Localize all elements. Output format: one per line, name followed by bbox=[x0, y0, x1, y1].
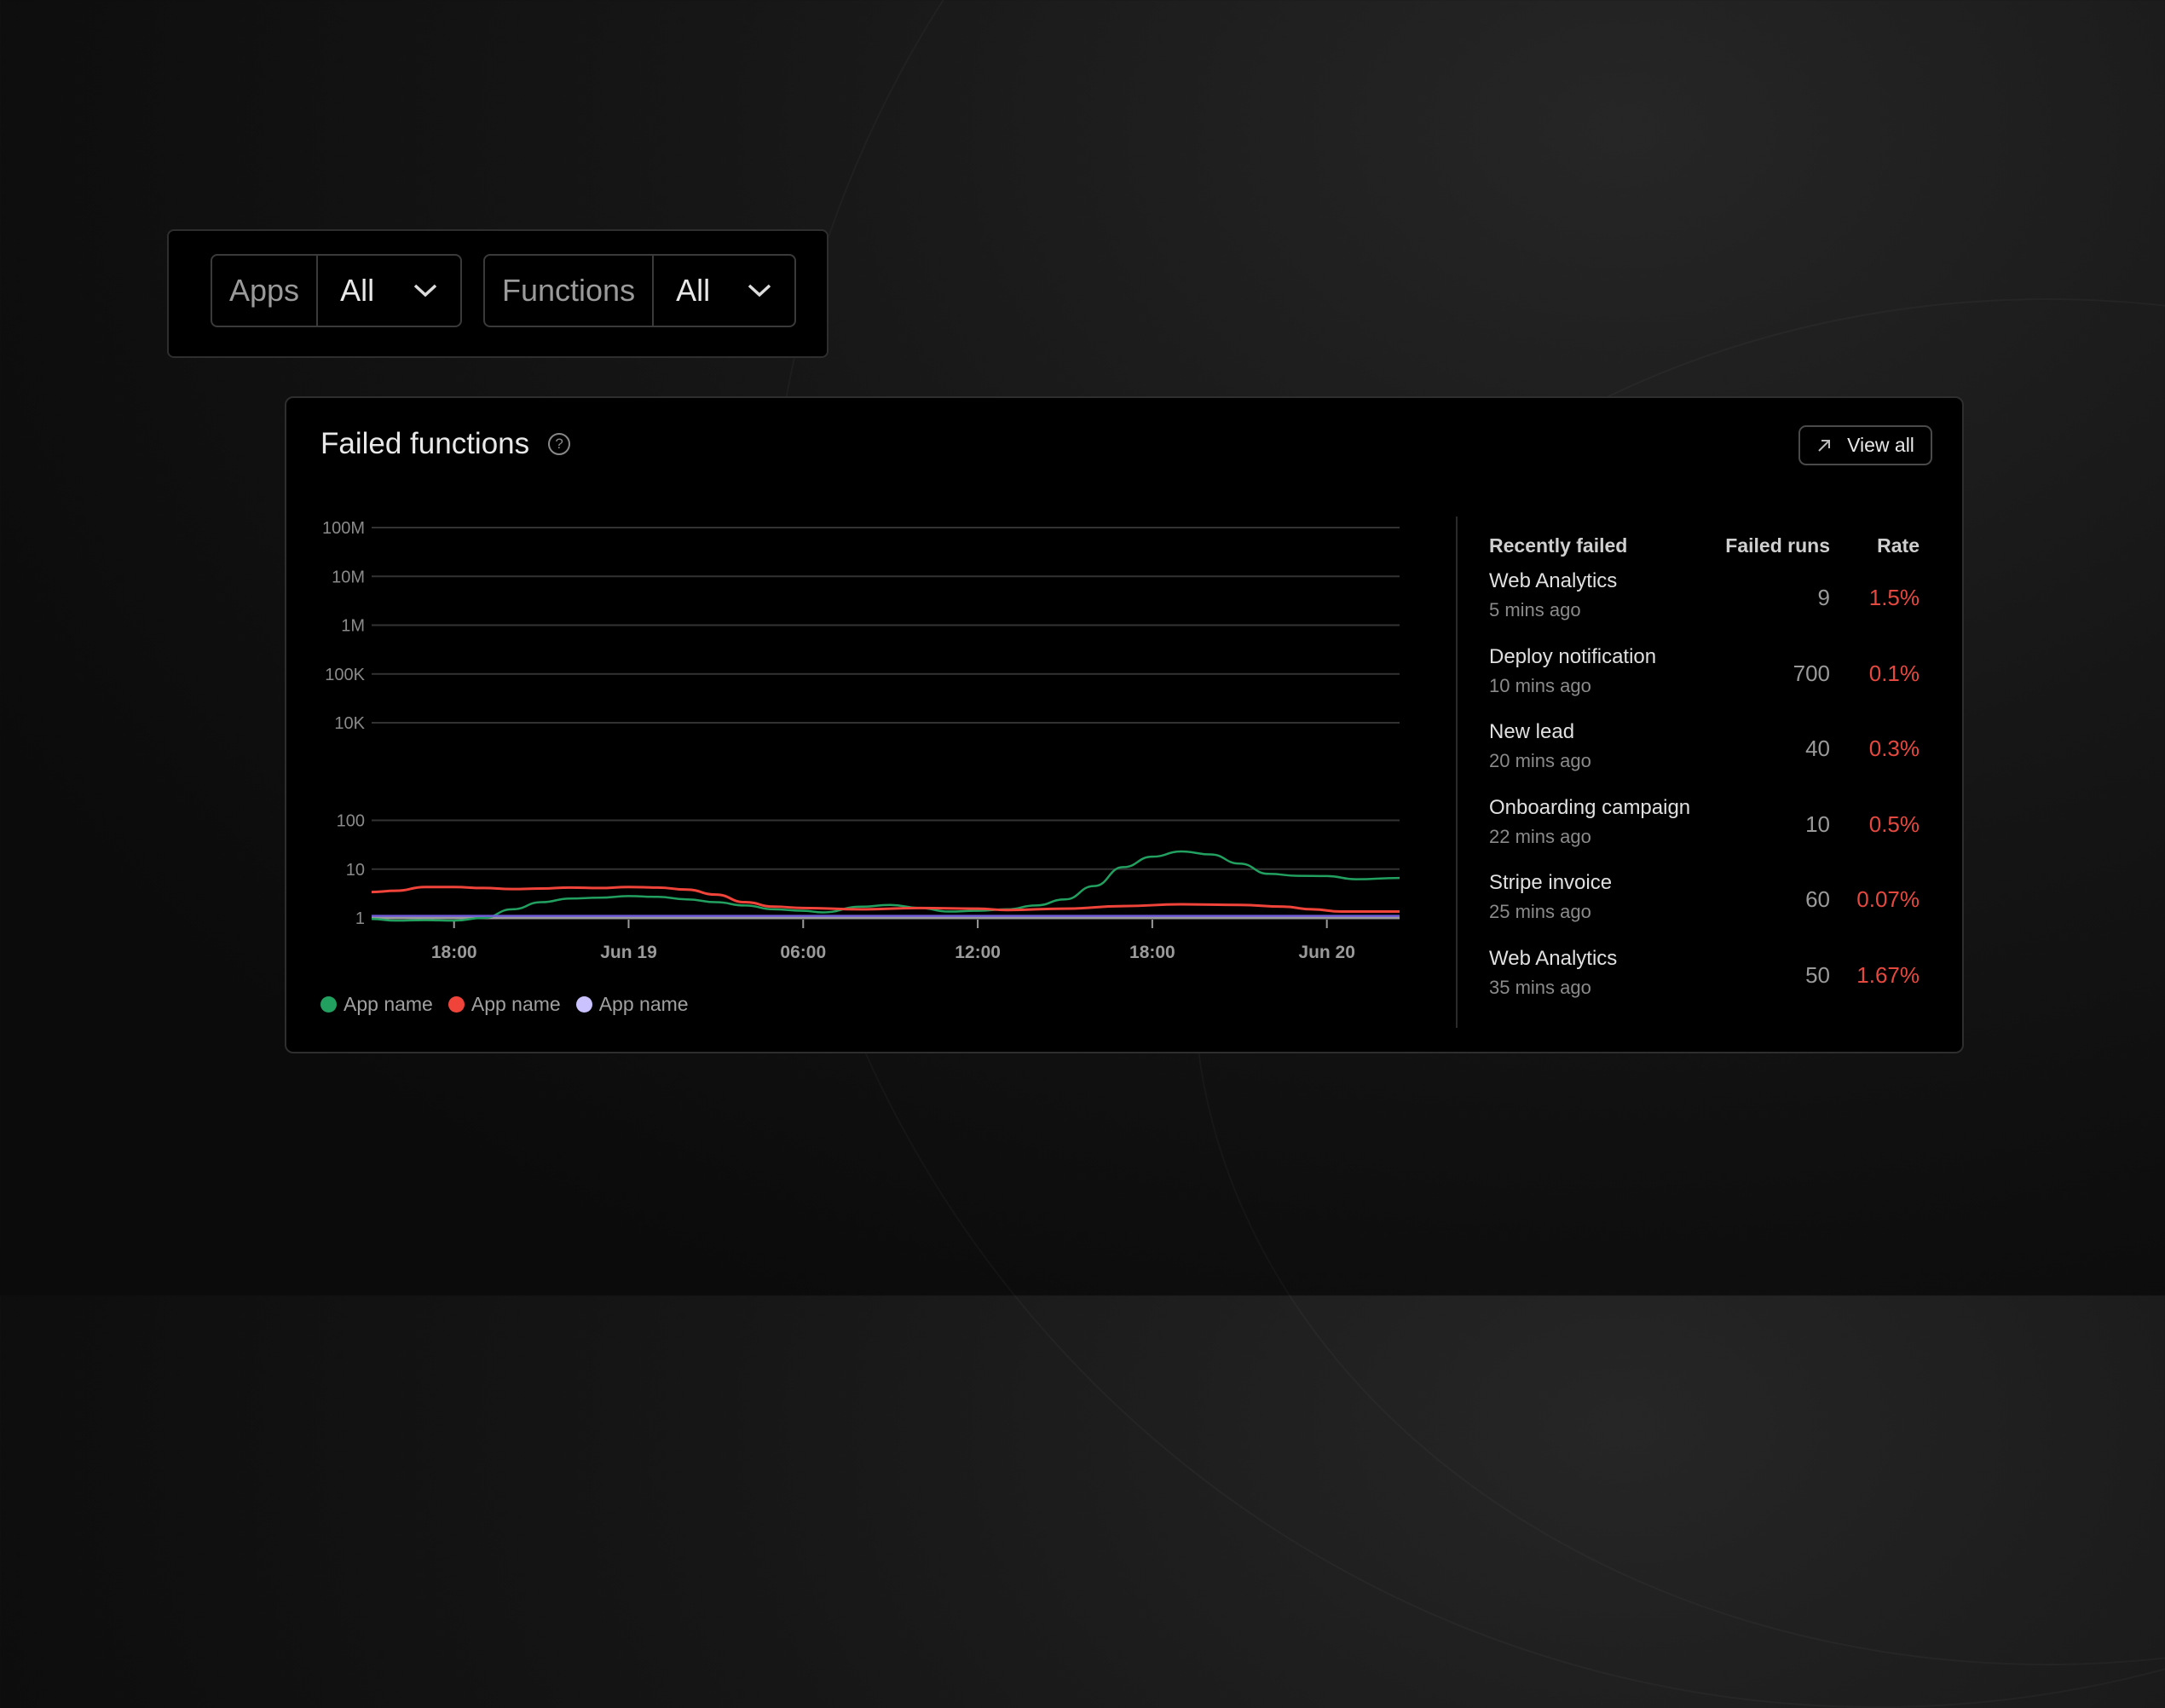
table-row[interactable]: New lead 20 mins ago 40 0.3% bbox=[1489, 720, 1920, 788]
apps-filter[interactable]: Apps All bbox=[211, 254, 462, 327]
apps-filter-value: All bbox=[340, 273, 375, 308]
failed-time: 10 mins ago bbox=[1489, 674, 1591, 696]
failed-time: 22 mins ago bbox=[1489, 825, 1591, 847]
view-all-button[interactable]: View all bbox=[1798, 425, 1932, 465]
y-tick-label: 10 bbox=[346, 861, 365, 880]
failed-functions-chart: 100M 10M 1M 100K 10K 100 10 1 18:00 Jun 19 06:00 12… bbox=[322, 519, 1400, 962]
legend-item[interactable]: App name bbox=[447, 993, 561, 1016]
failure-rate: 0.5% bbox=[1868, 811, 1920, 837]
series-line-1 bbox=[371, 886, 1400, 914]
header-rate: Rate bbox=[1877, 534, 1920, 557]
x-tick-label: Jun 20 bbox=[1298, 943, 1355, 962]
chevron-down-icon bbox=[413, 284, 437, 297]
y-tick-label: 100K bbox=[325, 666, 365, 684]
failure-rate: 1.5% bbox=[1868, 585, 1920, 610]
failure-rate: 0.07% bbox=[1856, 886, 1920, 912]
table-row[interactable]: Deploy notification 10 mins ago 700 0.1% bbox=[1489, 645, 1920, 713]
y-tick-label: 1 bbox=[355, 909, 365, 928]
functions-filter[interactable]: Functions All bbox=[483, 254, 796, 327]
failed-runs: 60 bbox=[1805, 886, 1830, 912]
apps-filter-select[interactable]: All bbox=[318, 273, 460, 309]
y-tick-label: 10M bbox=[332, 568, 365, 586]
functions-filter-label: Functions bbox=[485, 256, 655, 326]
filter-bar: Apps All Functions All bbox=[167, 229, 828, 358]
failure-rate: 0.3% bbox=[1868, 736, 1920, 761]
failed-runs: 9 bbox=[1817, 585, 1830, 610]
failed-runs: 700 bbox=[1793, 660, 1830, 686]
legend-dot-purple bbox=[575, 996, 592, 1013]
arrow-up-right-icon bbox=[1818, 439, 1831, 452]
failed-runs: 10 bbox=[1805, 811, 1830, 837]
x-tick-label: 12:00 bbox=[955, 943, 1001, 962]
table-row[interactable]: Web Analytics 35 mins ago 50 1.67% bbox=[1489, 947, 1920, 1015]
chart-legend: App name App name App name bbox=[320, 993, 689, 1016]
legend-item[interactable]: App name bbox=[575, 993, 689, 1016]
failed-runs: 50 bbox=[1805, 961, 1830, 988]
table-row[interactable]: Web Analytics 5 mins ago 9 1.5% bbox=[1489, 569, 1920, 638]
apps-filter-label: Apps bbox=[212, 256, 319, 326]
legend-dot-green bbox=[320, 996, 337, 1013]
function-name: Web Analytics bbox=[1489, 946, 1618, 970]
functions-filter-value: All bbox=[676, 273, 711, 308]
view-all-label: View all bbox=[1847, 434, 1914, 456]
failed-functions-card: Failed functions ? View all 100M 10M 1M 100… bbox=[285, 396, 1964, 1053]
function-name: Onboarding campaign bbox=[1489, 795, 1691, 819]
x-tick-label: 18:00 bbox=[1129, 943, 1175, 962]
function-name: Deploy notification bbox=[1489, 644, 1657, 668]
question-circle-icon[interactable]: ? bbox=[548, 433, 571, 455]
function-name: Web Analytics bbox=[1489, 569, 1618, 592]
y-tick-label: 100 bbox=[337, 812, 365, 831]
panel-divider bbox=[1456, 516, 1458, 1028]
series-line-0 bbox=[371, 850, 1400, 922]
failed-time: 20 mins ago bbox=[1489, 750, 1591, 771]
failure-rate: 1.67% bbox=[1856, 961, 1920, 988]
chevron-down-icon bbox=[748, 284, 771, 297]
header-recently-failed: Recently failed bbox=[1489, 534, 1628, 557]
card-title: Failed functions bbox=[320, 427, 530, 460]
x-tick-label: 18:00 bbox=[431, 943, 477, 962]
legend-label: App name bbox=[471, 993, 561, 1015]
legend-item[interactable]: App name bbox=[320, 993, 433, 1016]
header-failed-runs: Failed runs bbox=[1725, 534, 1830, 557]
failed-time: 25 mins ago bbox=[1489, 901, 1591, 922]
failed-runs: 40 bbox=[1805, 736, 1830, 761]
table-row[interactable]: Stripe invoice 25 mins ago 60 0.07% bbox=[1489, 871, 1920, 939]
legend-label: App name bbox=[598, 993, 689, 1015]
failure-rate: 0.1% bbox=[1868, 660, 1920, 686]
legend-dot-red bbox=[447, 996, 465, 1013]
y-tick-label: 1M bbox=[341, 617, 365, 636]
failed-time: 35 mins ago bbox=[1489, 976, 1591, 998]
card-header: Failed functions ? bbox=[320, 427, 571, 461]
functions-filter-select[interactable]: All bbox=[654, 273, 794, 309]
x-tick-label: 06:00 bbox=[780, 943, 826, 962]
y-tick-label: 100M bbox=[322, 519, 365, 538]
legend-label: App name bbox=[344, 993, 433, 1015]
table-row[interactable]: Onboarding campaign 22 mins ago 10 0.5% bbox=[1489, 796, 1920, 864]
x-tick-label: Jun 19 bbox=[600, 943, 657, 962]
failed-time: 5 mins ago bbox=[1489, 599, 1581, 620]
y-tick-label: 10K bbox=[334, 714, 365, 733]
function-name: New lead bbox=[1489, 720, 1575, 743]
function-name: Stripe invoice bbox=[1489, 871, 1613, 894]
